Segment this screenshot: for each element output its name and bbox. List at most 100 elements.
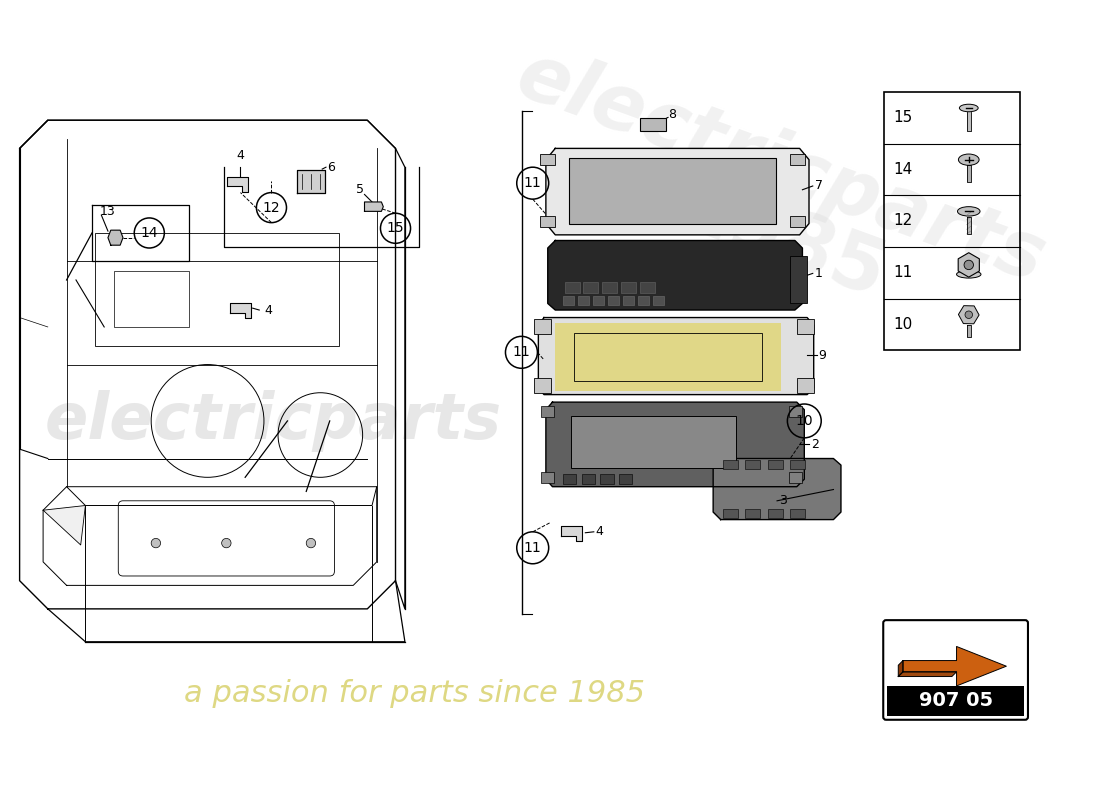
Polygon shape	[899, 672, 957, 677]
Ellipse shape	[959, 104, 978, 112]
Text: 12: 12	[893, 214, 913, 228]
Bar	[640, 282, 654, 293]
Text: 12: 12	[263, 201, 280, 214]
Text: 11: 11	[524, 176, 541, 190]
Bar	[796, 378, 814, 393]
Bar	[593, 296, 604, 306]
Bar	[601, 474, 614, 484]
Circle shape	[306, 538, 316, 548]
Circle shape	[964, 260, 974, 270]
Bar	[768, 510, 783, 518]
Bar	[790, 472, 802, 483]
Bar	[653, 296, 664, 306]
Text: a passion for parts since 1985: a passion for parts since 1985	[184, 679, 645, 708]
Bar	[745, 510, 760, 518]
Polygon shape	[108, 230, 123, 245]
Polygon shape	[297, 170, 324, 193]
Bar	[564, 282, 580, 293]
Text: 4: 4	[264, 303, 272, 317]
Bar	[723, 510, 738, 518]
Bar	[563, 296, 574, 306]
Bar	[884, 92, 1021, 350]
Circle shape	[222, 538, 231, 548]
Bar	[768, 460, 783, 469]
Bar	[556, 323, 781, 391]
Bar	[541, 472, 554, 483]
Bar	[583, 282, 598, 293]
Bar	[578, 296, 590, 306]
Bar	[570, 158, 777, 223]
Text: 14: 14	[141, 226, 158, 240]
Text: 2: 2	[811, 438, 818, 451]
Text: 15: 15	[893, 110, 913, 125]
Polygon shape	[546, 148, 808, 235]
Bar	[582, 474, 595, 484]
Polygon shape	[364, 202, 383, 211]
Text: 8: 8	[668, 108, 676, 121]
Bar	[790, 510, 805, 518]
Text: 11: 11	[513, 346, 530, 359]
Bar	[571, 416, 736, 468]
Polygon shape	[548, 241, 802, 310]
Bar	[540, 216, 556, 227]
Polygon shape	[43, 506, 86, 545]
Bar	[790, 460, 805, 469]
Text: 14: 14	[893, 162, 913, 177]
Circle shape	[151, 538, 161, 548]
Text: 7: 7	[815, 179, 823, 193]
Ellipse shape	[957, 206, 980, 216]
Text: electricparts: electricparts	[45, 390, 502, 452]
Polygon shape	[546, 402, 804, 486]
Bar	[623, 296, 635, 306]
Polygon shape	[230, 303, 251, 318]
Bar	[608, 296, 619, 306]
Text: 6: 6	[327, 161, 334, 174]
Polygon shape	[713, 458, 842, 519]
Bar	[790, 216, 805, 227]
Bar	[574, 333, 762, 382]
Bar	[563, 474, 576, 484]
Text: 11: 11	[524, 541, 541, 554]
Polygon shape	[967, 217, 970, 234]
Polygon shape	[228, 177, 248, 192]
Bar	[745, 460, 760, 469]
FancyBboxPatch shape	[883, 620, 1028, 720]
Bar	[534, 378, 551, 393]
Polygon shape	[903, 646, 1006, 686]
Text: 10: 10	[795, 414, 813, 428]
Text: 1985: 1985	[667, 170, 895, 315]
Polygon shape	[899, 661, 903, 677]
Text: 11: 11	[893, 265, 913, 280]
Bar	[640, 118, 667, 131]
Bar	[603, 282, 617, 293]
Bar	[541, 406, 554, 417]
Polygon shape	[538, 318, 814, 394]
Bar	[113, 270, 189, 327]
Text: 907 05: 907 05	[918, 691, 992, 710]
Polygon shape	[967, 112, 970, 130]
Bar	[790, 406, 802, 417]
Text: 10: 10	[893, 317, 913, 332]
Polygon shape	[561, 526, 582, 542]
Ellipse shape	[957, 270, 981, 278]
Bar	[790, 257, 807, 303]
Polygon shape	[967, 325, 970, 338]
Text: 15: 15	[387, 222, 405, 235]
Text: 4: 4	[596, 526, 604, 538]
Ellipse shape	[958, 154, 979, 166]
Bar	[534, 319, 551, 334]
Text: electricparts: electricparts	[506, 36, 1055, 298]
Text: 1: 1	[815, 267, 823, 280]
Bar	[638, 296, 649, 306]
Bar	[723, 460, 738, 469]
Bar	[95, 233, 339, 346]
Bar	[887, 686, 1024, 716]
Bar	[796, 319, 814, 334]
Text: 9: 9	[818, 349, 826, 362]
Circle shape	[965, 311, 972, 318]
Text: 13: 13	[99, 205, 116, 218]
Bar	[619, 474, 632, 484]
Bar	[540, 154, 556, 166]
Polygon shape	[967, 166, 970, 182]
Text: 3: 3	[779, 494, 786, 507]
